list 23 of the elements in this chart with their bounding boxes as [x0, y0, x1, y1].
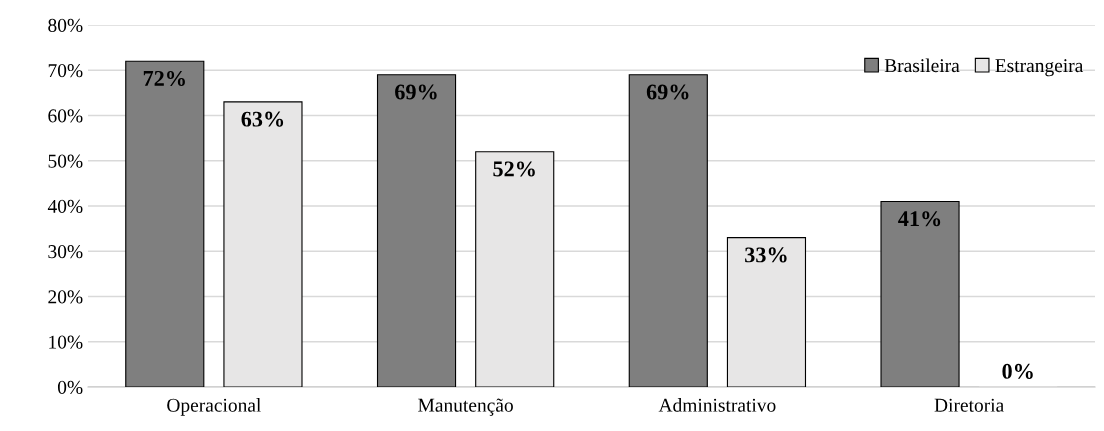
x-tick-label: Administrativo — [658, 398, 776, 412]
x-tick-label: Manutenção — [418, 398, 513, 416]
data-label: 69% — [395, 84, 437, 100]
y-tick-label: 10% — [49, 335, 83, 349]
data-label: 41% — [898, 211, 941, 227]
y-tick-label: 80% — [48, 18, 83, 32]
y-tick-label: 50% — [48, 154, 83, 168]
legend-label: Brasileira — [884, 58, 960, 73]
data-label: 72% — [143, 70, 185, 86]
data-label: 69% — [646, 84, 689, 100]
data-label: 52% — [493, 161, 535, 177]
y-tick-label: 0% — [57, 380, 83, 394]
data-label: 0% — [1002, 363, 1033, 379]
x-tick-label: Operacional — [167, 398, 261, 416]
y-tick-label: 40% — [47, 199, 83, 213]
x-tick-label: Diretoria — [934, 398, 1004, 412]
legend-label: Estrangeira — [995, 59, 1084, 77]
y-tick-label: 70% — [48, 64, 83, 78]
y-tick-label: 30% — [48, 245, 83, 259]
y-tick-label: 60% — [48, 109, 83, 123]
data-label: 63% — [241, 111, 284, 127]
data-label: 33% — [745, 247, 787, 263]
y-tick-label: 20% — [48, 290, 83, 304]
